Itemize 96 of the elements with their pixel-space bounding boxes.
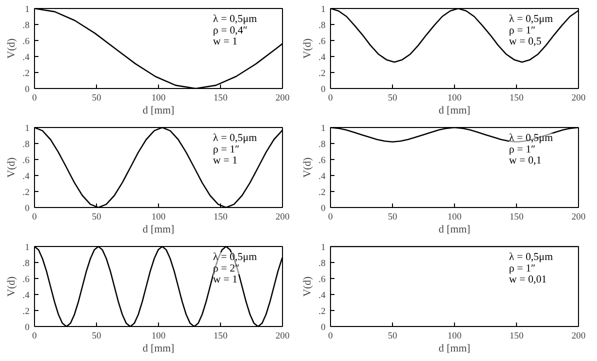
annotation: w = 0,01 bbox=[509, 274, 547, 286]
y-tick-label: .2 bbox=[22, 69, 30, 79]
x-tick-label: 50 bbox=[388, 212, 398, 222]
y-tick-label: 0 bbox=[24, 204, 30, 214]
y-tick-label: .4 bbox=[318, 291, 326, 301]
y-tick-label: .6 bbox=[22, 156, 30, 166]
x-axis-title: d [mm] bbox=[142, 344, 174, 354]
x-tick-label: 0 bbox=[32, 94, 38, 104]
y-tick-label: .4 bbox=[318, 172, 326, 182]
y-tick-label: .6 bbox=[22, 37, 30, 47]
y-tick-label: .2 bbox=[22, 188, 30, 198]
y-tick-label: 1 bbox=[320, 124, 326, 134]
x-tick-label: 50 bbox=[92, 94, 102, 104]
annotation: w = 1 bbox=[213, 274, 238, 286]
x-tick-label: 150 bbox=[214, 212, 228, 222]
y-tick-label: .4 bbox=[22, 172, 30, 182]
y-tick-label: .4 bbox=[318, 53, 326, 63]
annotation: λ = 0,5μm bbox=[509, 14, 554, 26]
annotation: λ = 0,5μm bbox=[213, 133, 258, 144]
x-tick-label: 0 bbox=[328, 332, 334, 342]
y-tick-label: .2 bbox=[318, 69, 326, 79]
x-axis-title: d [mm] bbox=[438, 224, 470, 236]
x-tick-label: 150 bbox=[510, 332, 524, 342]
x-tick-label: 0 bbox=[328, 94, 334, 104]
x-tick-label: 200 bbox=[276, 212, 290, 222]
y-tick-label: .2 bbox=[318, 307, 326, 317]
x-tick-label: 200 bbox=[276, 332, 290, 342]
annotation: ρ = 2″ bbox=[213, 263, 240, 274]
annotation: ρ = 0,4″ bbox=[213, 25, 248, 36]
y-tick-label: 0 bbox=[24, 85, 30, 95]
x-tick-label: 50 bbox=[92, 332, 102, 342]
y-tick-label: .8 bbox=[318, 140, 326, 150]
annotation: ρ = 1″ bbox=[509, 25, 536, 36]
y-tick-label: 1 bbox=[24, 243, 30, 253]
annotation: w = 0,1 bbox=[509, 156, 542, 167]
y-axis-title: V(d) bbox=[302, 156, 314, 178]
x-tick-label: 100 bbox=[152, 94, 166, 104]
x-tick-label: 100 bbox=[448, 212, 462, 222]
annotation: w = 1 bbox=[213, 36, 238, 48]
x-tick-label: 150 bbox=[510, 212, 524, 222]
annotation: w = 1 bbox=[213, 156, 238, 167]
y-tick-label: .8 bbox=[318, 259, 326, 269]
y-axis-title: V(d) bbox=[302, 276, 314, 297]
annotation: ρ = 1″ bbox=[509, 263, 536, 274]
annotation: ρ = 1″ bbox=[509, 144, 536, 156]
x-tick-label: 50 bbox=[388, 94, 398, 104]
y-tick-label: .6 bbox=[318, 275, 326, 285]
y-tick-label: 1 bbox=[320, 5, 326, 15]
x-tick-label: 100 bbox=[152, 332, 166, 342]
y-tick-label: .8 bbox=[22, 259, 30, 269]
x-axis-title: d [mm] bbox=[438, 344, 470, 354]
y-tick-label: 0 bbox=[320, 204, 326, 214]
annotation: w = 0,5 bbox=[509, 36, 542, 48]
y-tick-label: .2 bbox=[318, 188, 326, 198]
y-tick-label: 1 bbox=[320, 243, 326, 253]
y-tick-label: 1 bbox=[24, 124, 30, 134]
x-tick-label: 200 bbox=[276, 94, 290, 104]
y-tick-label: 0 bbox=[320, 85, 326, 95]
y-tick-label: 0 bbox=[320, 323, 326, 333]
y-axis-title: V(d) bbox=[6, 276, 18, 297]
y-tick-label: .6 bbox=[318, 156, 326, 166]
annotation: λ = 0,5μm bbox=[213, 14, 258, 26]
y-axis-title: V(d) bbox=[6, 156, 18, 178]
x-tick-label: 50 bbox=[92, 212, 102, 222]
x-tick-label: 200 bbox=[572, 94, 586, 104]
y-tick-label: .4 bbox=[22, 291, 30, 301]
annotation: ρ = 1″ bbox=[213, 144, 240, 156]
x-axis-title: d [mm] bbox=[438, 106, 470, 116]
y-axis-title: V(d) bbox=[6, 38, 18, 59]
x-tick-label: 150 bbox=[214, 332, 228, 342]
y-tick-label: 1 bbox=[24, 5, 30, 15]
y-tick-label: 0 bbox=[24, 323, 30, 333]
x-axis-title: d [mm] bbox=[142, 106, 174, 116]
y-tick-label: .6 bbox=[318, 37, 326, 47]
y-tick-label: .2 bbox=[22, 307, 30, 317]
annotation: λ = 0,5μm bbox=[509, 252, 554, 264]
x-axis-title: d [mm] bbox=[142, 224, 174, 236]
x-tick-label: 0 bbox=[328, 212, 334, 222]
y-tick-label: .8 bbox=[22, 21, 30, 31]
annotation: λ = 0,5μm bbox=[509, 133, 554, 144]
x-tick-label: 100 bbox=[448, 94, 462, 104]
y-tick-label: .8 bbox=[22, 140, 30, 150]
annotation: λ = 0,5μm bbox=[213, 252, 258, 264]
y-tick-label: .6 bbox=[22, 275, 30, 285]
x-tick-label: 200 bbox=[572, 332, 586, 342]
x-tick-label: 100 bbox=[448, 332, 462, 342]
y-tick-label: .4 bbox=[22, 53, 30, 63]
y-axis-title: V(d) bbox=[302, 38, 314, 59]
x-tick-label: 0 bbox=[32, 212, 38, 222]
x-tick-label: 150 bbox=[214, 94, 228, 104]
x-tick-label: 100 bbox=[152, 212, 166, 222]
y-tick-label: .8 bbox=[318, 21, 326, 31]
x-tick-label: 150 bbox=[510, 94, 524, 104]
x-tick-label: 50 bbox=[388, 332, 398, 342]
x-tick-label: 0 bbox=[32, 332, 38, 342]
x-tick-label: 200 bbox=[572, 212, 586, 222]
